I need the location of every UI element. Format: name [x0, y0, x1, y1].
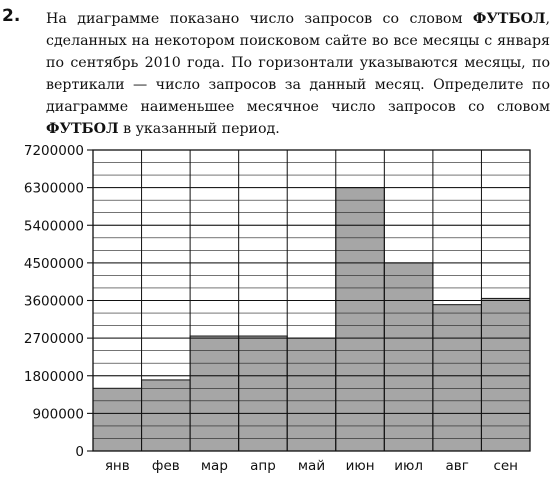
problem-text-part1: На диаграмме показано число запросов со …	[46, 11, 473, 27]
y-tick-label: 0	[75, 444, 84, 460]
x-category-label: фев	[152, 458, 180, 474]
y-tick-label: 900000	[32, 406, 84, 422]
bar-3	[189, 335, 240, 452]
y-tick-label: 1800000	[24, 369, 84, 385]
problem-keyword-2: ФУТБОЛ	[46, 121, 119, 137]
bar-8	[432, 304, 482, 452]
x-category-label: июн	[346, 458, 375, 474]
problem-text: На диаграмме показано число запросов со …	[46, 8, 550, 140]
problem-statement: 2. На диаграмме показано число запросов …	[0, 4, 555, 137]
bar-2	[141, 379, 191, 452]
x-category-label: мар	[201, 458, 228, 474]
bar-4	[238, 335, 288, 452]
bar-7	[383, 262, 434, 452]
x-category-label: апр	[250, 458, 276, 474]
x-category-label: сен	[493, 458, 518, 474]
problem-keyword-1: ФУТБОЛ	[472, 11, 546, 27]
bar-5	[286, 337, 337, 452]
y-tick-label: 2700000	[24, 331, 84, 347]
y-tick-label: 4500000	[24, 256, 84, 272]
x-category-label: май	[298, 458, 325, 474]
y-tick-label: 6300000	[24, 181, 84, 197]
y-tick-label: 3600000	[24, 294, 84, 310]
problem-number: 2.	[2, 6, 21, 26]
x-category-label: янв	[105, 458, 130, 474]
x-category-label: авг	[446, 458, 469, 474]
y-tick-label: 5400000	[24, 218, 84, 234]
bar-9	[480, 297, 531, 452]
x-category-label: июл	[394, 458, 423, 474]
problem-text-part3: в указанный период.	[118, 121, 280, 137]
bar-1	[92, 387, 143, 452]
bar-6	[335, 187, 385, 452]
plot-frame	[92, 149, 531, 452]
problem-text-part2: , сделанных на некотором поисковом сайте…	[46, 11, 550, 115]
y-tick-label: 7200000	[24, 143, 84, 159]
